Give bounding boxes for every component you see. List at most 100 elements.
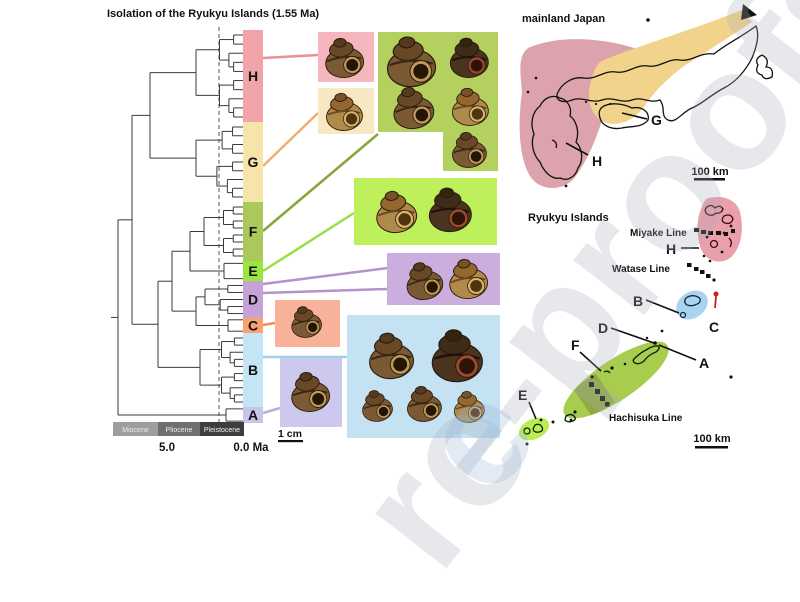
mainland-map-title: mainland Japan: [522, 13, 605, 25]
clade-connector-D: [262, 287, 388, 295]
watase-line-dashes: [687, 254, 716, 282]
clade-label-D: D: [248, 292, 258, 308]
epoch-label: Pleistocene: [204, 427, 240, 434]
mainland-range-G: [588, 10, 752, 124]
shell-photo: [407, 385, 442, 422]
clade-connector-E: [262, 211, 355, 273]
phylogenetic-tree: [111, 34, 243, 422]
shell-photo: [326, 92, 363, 131]
clade-label-A: A: [248, 407, 258, 423]
shell-photo: [453, 391, 485, 423]
shell-photo: [291, 306, 322, 338]
clade-label-F: F: [249, 224, 258, 240]
shell-photo: [452, 131, 487, 168]
clade-label-H: H: [248, 68, 258, 84]
clade-connector-C: [262, 321, 276, 327]
clade-connector-F: [262, 133, 379, 232]
ryukyu-islands-map: Ryukyu Islands Miyake Line H Watase Line: [518, 196, 742, 449]
timescale-tick-right: 0.0 Ma: [233, 442, 269, 454]
clade-bar-segment-F: [243, 202, 263, 261]
ryukyu-label-A: A: [699, 355, 709, 371]
shell-photo: [393, 87, 435, 130]
clade-label-G: G: [248, 154, 259, 170]
clade-bar-segment-D: [243, 281, 263, 318]
clade-bar-segment-A: [243, 407, 263, 423]
shell-photo: [291, 371, 331, 412]
clade-bar-segment-E: [243, 261, 263, 281]
shell-scale-bar: [278, 440, 303, 443]
epoch-miocene: [113, 422, 158, 436]
mainland-coastline: [531, 24, 774, 180]
epoch-pleistocene: [200, 422, 244, 436]
shell-photo: [386, 36, 437, 88]
leader-line-ryukyu-B: [645, 299, 680, 314]
okinawa-islands: [564, 345, 660, 423]
ryukyu-scale-label: 100 km: [693, 433, 731, 445]
geologic-timescale: Miocene Pliocene Pleistocene: [113, 422, 244, 436]
stray-island-dots: [525, 329, 733, 446]
leader-line-ryukyu-E: [528, 401, 537, 420]
ryukyu-range-C-marker: [713, 291, 719, 297]
leader-line-H: [565, 142, 589, 156]
green-ellipse-dots: [569, 362, 627, 422]
clade-label-B: B: [248, 362, 258, 378]
clade-label-E: E: [248, 263, 257, 279]
ryukyu-label-F: F: [571, 337, 580, 353]
shell-photo: [325, 37, 365, 78]
clade-bar-segment-G: [243, 122, 263, 202]
shell-photo: [449, 37, 489, 78]
clade-connector-A: [262, 406, 281, 415]
epoch-label: Miocene: [122, 427, 149, 434]
clade-label-C: C: [248, 318, 258, 334]
shell-photo: [362, 390, 393, 422]
clade-connector-H: [262, 53, 319, 60]
yaeyama-islands: [523, 423, 544, 435]
epoch-label: Pliocene: [166, 427, 193, 434]
shell-scale-bar-label: 1 cm: [278, 428, 302, 440]
ryukyu-range-overlap-patch: [573, 373, 615, 418]
mainland-label-H: H: [592, 153, 602, 169]
miyake-line-label: Miyake Line: [630, 228, 687, 239]
figure-title: Isolation of the Ryukyu Islands (1.55 Ma…: [107, 8, 319, 20]
clade-bar-segment-H: [243, 30, 263, 122]
hachisuka-line-label: Hachisuka Line: [609, 413, 683, 424]
ryukyu-range-E: [518, 417, 550, 441]
mainland-scale-bar: [694, 178, 725, 181]
ryukyu-map-title: Ryukyu Islands: [528, 212, 609, 224]
ryukyu-scale-bar: [695, 446, 728, 449]
shell-photo: [376, 190, 418, 234]
leader-line-G: [621, 112, 648, 120]
clade-connector-D: [262, 266, 389, 286]
leader-line-ryukyu-A: [658, 344, 697, 361]
shell-photo: [431, 329, 483, 383]
mainland-small-islands: [526, 18, 650, 188]
ryukyu-label-B: B: [633, 293, 643, 309]
hachisuka-line-dashes: [589, 382, 610, 407]
mainland-label-G: G: [651, 112, 662, 128]
shell-photo: [406, 262, 444, 301]
leader-line-ryukyu-F: [579, 351, 602, 372]
shell-photo: [449, 258, 489, 299]
shell-photo-panel: [275, 32, 500, 438]
shell-photo: [428, 187, 472, 233]
mainland-scale-label: 100 km: [691, 166, 729, 178]
figure-canvas: Isolation of the Ryukyu Islands (1.55 Ma…: [107, 4, 774, 454]
ryukyu-label-D: D: [598, 320, 608, 336]
ryukyu-B-islands: [679, 295, 701, 319]
clade-bar-segment-B: [243, 333, 263, 407]
clade-connector-lines: [262, 53, 389, 415]
miyake-line-dashes: [694, 228, 735, 236]
ryukyu-range-C-stem: [714, 295, 717, 309]
epoch-pliocene: [158, 422, 200, 436]
watase-line-label: Watase Line: [612, 264, 670, 275]
ryukyu-label-E: E: [518, 387, 527, 403]
yaeyama-dot: [539, 418, 543, 422]
ryukyu-D-island-dot: [653, 341, 657, 345]
shell-box-E: [354, 178, 497, 245]
timescale-tick-left: 5.0: [159, 442, 175, 454]
clade-connector-G: [262, 112, 319, 167]
shell-photo: [451, 87, 489, 126]
arrowhead-northeast: [741, 4, 757, 20]
mainland-japan-map: mainland Japan G H 100 km: [519, 4, 774, 188]
leader-line-ryukyu-D: [610, 327, 655, 344]
